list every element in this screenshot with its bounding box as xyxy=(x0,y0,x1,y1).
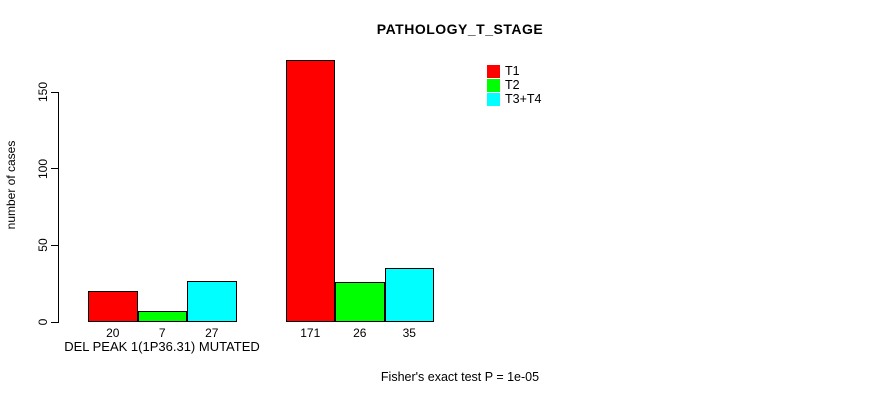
y-tick-label: 100 xyxy=(36,158,50,179)
bar-group2-T3+T4 xyxy=(384,268,434,322)
legend-swatch-t2 xyxy=(487,79,500,92)
legend-row-t1: T1 xyxy=(487,65,541,78)
legend-row-t3t4: T3+T4 xyxy=(487,93,541,106)
bar-value-label: 171 xyxy=(300,326,321,340)
legend-swatch-t1 xyxy=(487,65,500,78)
bar-value-label: 7 xyxy=(158,326,166,340)
chart-title: PATHOLOGY_T_STAGE xyxy=(376,21,544,37)
legend-label-t1: T1 xyxy=(505,64,520,78)
y-tick-mark xyxy=(51,244,58,246)
legend-label-t3t4: T3+T4 xyxy=(505,92,542,106)
legend-swatch-t3t4 xyxy=(487,93,500,106)
y-axis-label: number of cases xyxy=(4,140,18,230)
y-tick-mark xyxy=(51,91,58,93)
fisher-test-note: Fisher's exact test P = 1e-05 xyxy=(380,370,540,384)
legend-row-t2: T2 xyxy=(487,79,541,92)
y-tick-mark xyxy=(51,321,58,323)
bar-value-label: 20 xyxy=(106,326,120,340)
y-tick-label: 50 xyxy=(36,238,50,253)
bar-value-label: 27 xyxy=(205,326,219,340)
y-tick-mark xyxy=(51,168,58,170)
y-tick-label: 150 xyxy=(36,81,50,103)
bar-group2-T2 xyxy=(335,282,385,322)
bar-group1-T3+T4 xyxy=(187,280,237,322)
legend-label-t2: T2 xyxy=(505,78,520,92)
bar-group1-T2 xyxy=(137,311,187,322)
bar-value-label: 26 xyxy=(353,326,367,340)
bar-group2-T1 xyxy=(285,59,335,322)
y-axis-line xyxy=(58,92,59,323)
bar-group1-T1 xyxy=(88,291,138,322)
legend: T1 T2 T3+T4 xyxy=(487,65,541,107)
y-tick-label: 0 xyxy=(36,318,50,326)
bar-value-label: 35 xyxy=(402,326,416,340)
group-label-del-peak: DEL PEAK 1(1P36.31) MUTATED xyxy=(64,339,260,354)
